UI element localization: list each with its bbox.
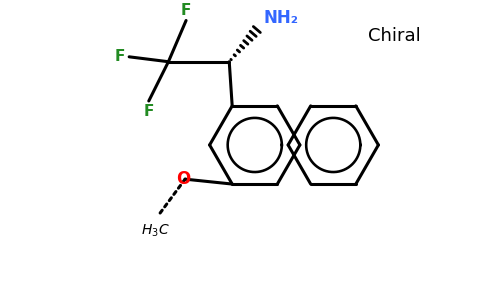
Text: Chiral: Chiral <box>367 27 420 45</box>
Text: $H_3C$: $H_3C$ <box>141 222 170 239</box>
Text: F: F <box>144 104 154 119</box>
Text: NH₂: NH₂ <box>264 9 299 27</box>
Text: O: O <box>176 170 190 188</box>
Text: F: F <box>115 49 125 64</box>
Text: F: F <box>181 3 191 18</box>
